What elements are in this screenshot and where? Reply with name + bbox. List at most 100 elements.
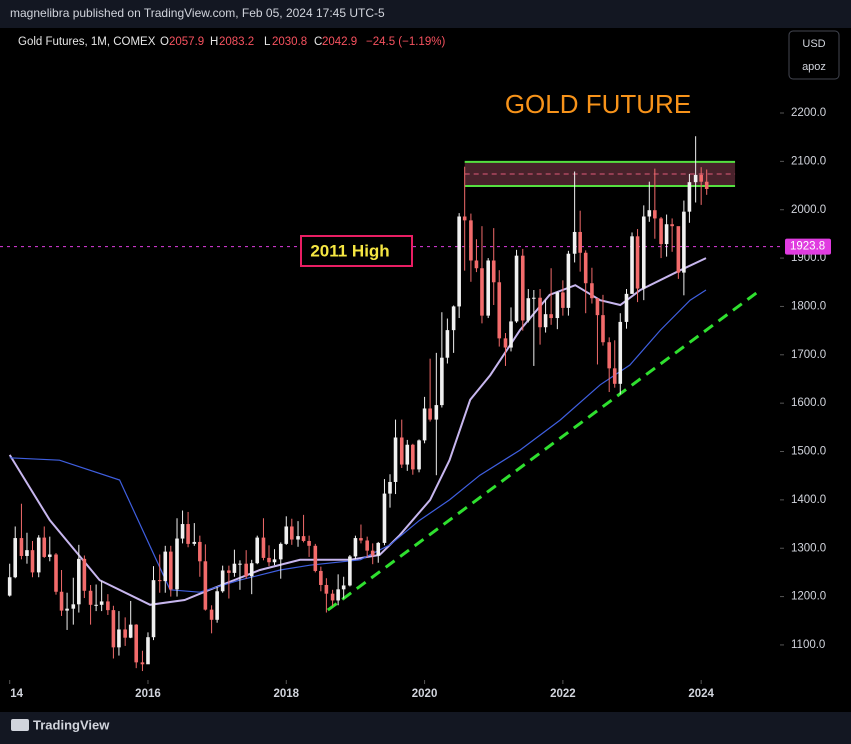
level-label-box [785,238,831,255]
candle-body [664,224,669,245]
candle-body [399,437,404,465]
x-tick-label: 2018 [273,688,299,700]
candle-body [497,282,502,339]
candle-body [25,550,29,556]
symbol: Gold Futures, 1M, COMEX [18,36,156,48]
candle-body [151,580,156,638]
candle-body [186,524,190,544]
user[interactable]: apoz [802,61,826,73]
candle-body [261,537,266,558]
candle-body [480,268,484,316]
y-tick-label: 1200.0 [791,591,826,603]
candle-body [514,255,519,322]
x-tick-label: 2022 [550,688,576,700]
candle-body [428,408,432,420]
y-tick-label: 1800.0 [791,300,826,312]
candle-body [630,236,634,294]
candle-body [128,624,133,638]
change: −24.5 (−1.19%) [366,36,445,48]
candle-body [566,253,571,308]
ohlc-legend: Gold Futures, 1M, COMEX O 2057.9 H 2083.… [18,36,445,48]
y-tick-label: 2000.0 [791,204,826,216]
x-tick-label: 2024 [688,688,714,700]
candle-body [296,536,300,540]
candle-body [670,224,674,227]
l-value: 2030.8 [272,36,307,48]
candle-body [509,321,513,348]
candle-body [572,231,577,254]
candle-body [647,210,652,217]
logo: TradingView [11,717,110,732]
x-tick-label: 14 [10,688,23,700]
candle-body [388,481,392,494]
y-tick-label: 1300.0 [791,542,826,554]
candle-body [307,540,311,546]
candle-body [215,591,219,620]
candle-body [365,540,369,551]
candle-body [111,610,116,648]
candle-body [704,181,709,189]
c-value: 2042.9 [322,36,357,48]
candle-body [146,637,150,665]
candle-body [284,526,289,544]
candle-body [330,593,335,601]
logo-text: TradingView [33,717,110,732]
candle-body [624,293,629,322]
candle-body [227,570,231,573]
o-label: O [160,36,169,48]
candle-body [290,526,294,540]
candle-body [13,538,18,578]
candle-body [595,298,600,316]
moving-average [9,289,707,593]
o-value: 2057.9 [169,36,204,48]
candle-body [163,551,168,582]
candle-body [244,563,248,577]
candle-body [422,408,427,441]
y-tick-label: 1900.0 [791,252,826,264]
candle-body [278,543,283,560]
candle-body [434,405,439,420]
x-tick-label: 2020 [412,688,438,700]
candle-body [94,604,98,606]
y-tick-label: 1100.0 [791,639,825,651]
candle-body [209,609,214,620]
candle-body [353,538,358,557]
candle-body [411,444,415,470]
candle-body [376,542,381,556]
candle-body [82,558,87,591]
candle-body [54,554,58,592]
candle-body [117,629,121,648]
candle-body [370,550,375,556]
candle-body [19,538,24,556]
annotation-box [300,235,413,267]
candle-body [88,590,93,605]
l-label: L [264,36,271,48]
candle-body [341,585,346,590]
candle-body [682,211,686,273]
candle-body [47,554,52,557]
candle-body [99,601,104,605]
candle-body [440,357,444,406]
candle-body [699,174,703,182]
candle-body [313,545,318,571]
candle-body [65,608,69,611]
candle-body [491,260,496,283]
currency[interactable]: USD [802,38,825,50]
candle-body [532,297,536,299]
candle-body [393,437,398,482]
candle-body [578,231,582,253]
candle-body [520,255,525,321]
candle-body [693,174,698,183]
candle-body [324,584,329,594]
annotation: 2011 High [310,241,389,260]
candle-body [526,298,531,321]
currency-button[interactable] [788,30,840,80]
chart-title: GOLD FUTURE [505,89,691,119]
plot-background [0,28,851,712]
c-label: C [314,36,322,48]
candle-body [561,292,565,308]
candle-body [417,440,421,470]
plot [0,136,780,672]
